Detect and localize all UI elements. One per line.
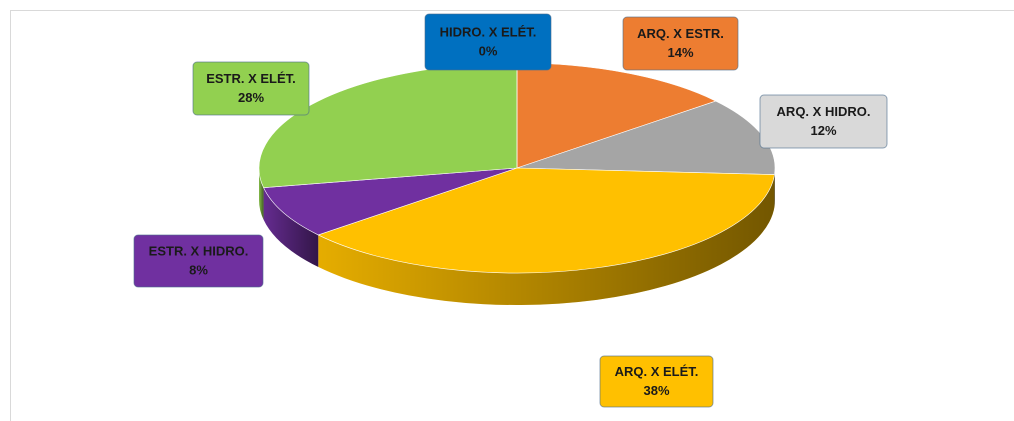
label-category: ARQ. X ELÉT. <box>615 364 699 379</box>
label-box <box>759 94 888 149</box>
pie-sides <box>259 168 775 305</box>
label-value: 0% <box>479 43 498 58</box>
slice-side-shade <box>318 174 775 305</box>
label-value: 14% <box>667 45 693 60</box>
slice <box>317 167 775 274</box>
label-category: ARQ. X ESTR. <box>637 26 724 41</box>
label-box <box>133 234 264 288</box>
slice-side-shade <box>259 168 264 220</box>
label-category: ARQ. X HIDRO. <box>777 104 871 119</box>
slice-side-shade <box>263 187 319 267</box>
label-box <box>192 61 310 116</box>
chart-frame <box>10 10 1014 421</box>
label-box <box>622 16 739 71</box>
label-box <box>424 13 552 71</box>
label-category: HIDRO. X ELÉT. <box>440 24 537 39</box>
label-value: 38% <box>643 383 669 398</box>
label-box <box>599 355 714 408</box>
label-category: ESTR. X HIDRO. <box>149 243 249 258</box>
slice <box>263 167 518 236</box>
label-category: ESTR. X ELÉT. <box>206 71 296 86</box>
label-value: 8% <box>189 262 208 277</box>
slice-side-shade <box>774 168 775 207</box>
label-value: 28% <box>238 90 264 105</box>
pie-tops <box>258 62 776 274</box>
data-labels: ARQ. X ESTR. 14% ARQ. X HIDRO. 12% ARQ. X EL… <box>133 13 888 408</box>
label-value: 12% <box>810 123 836 138</box>
